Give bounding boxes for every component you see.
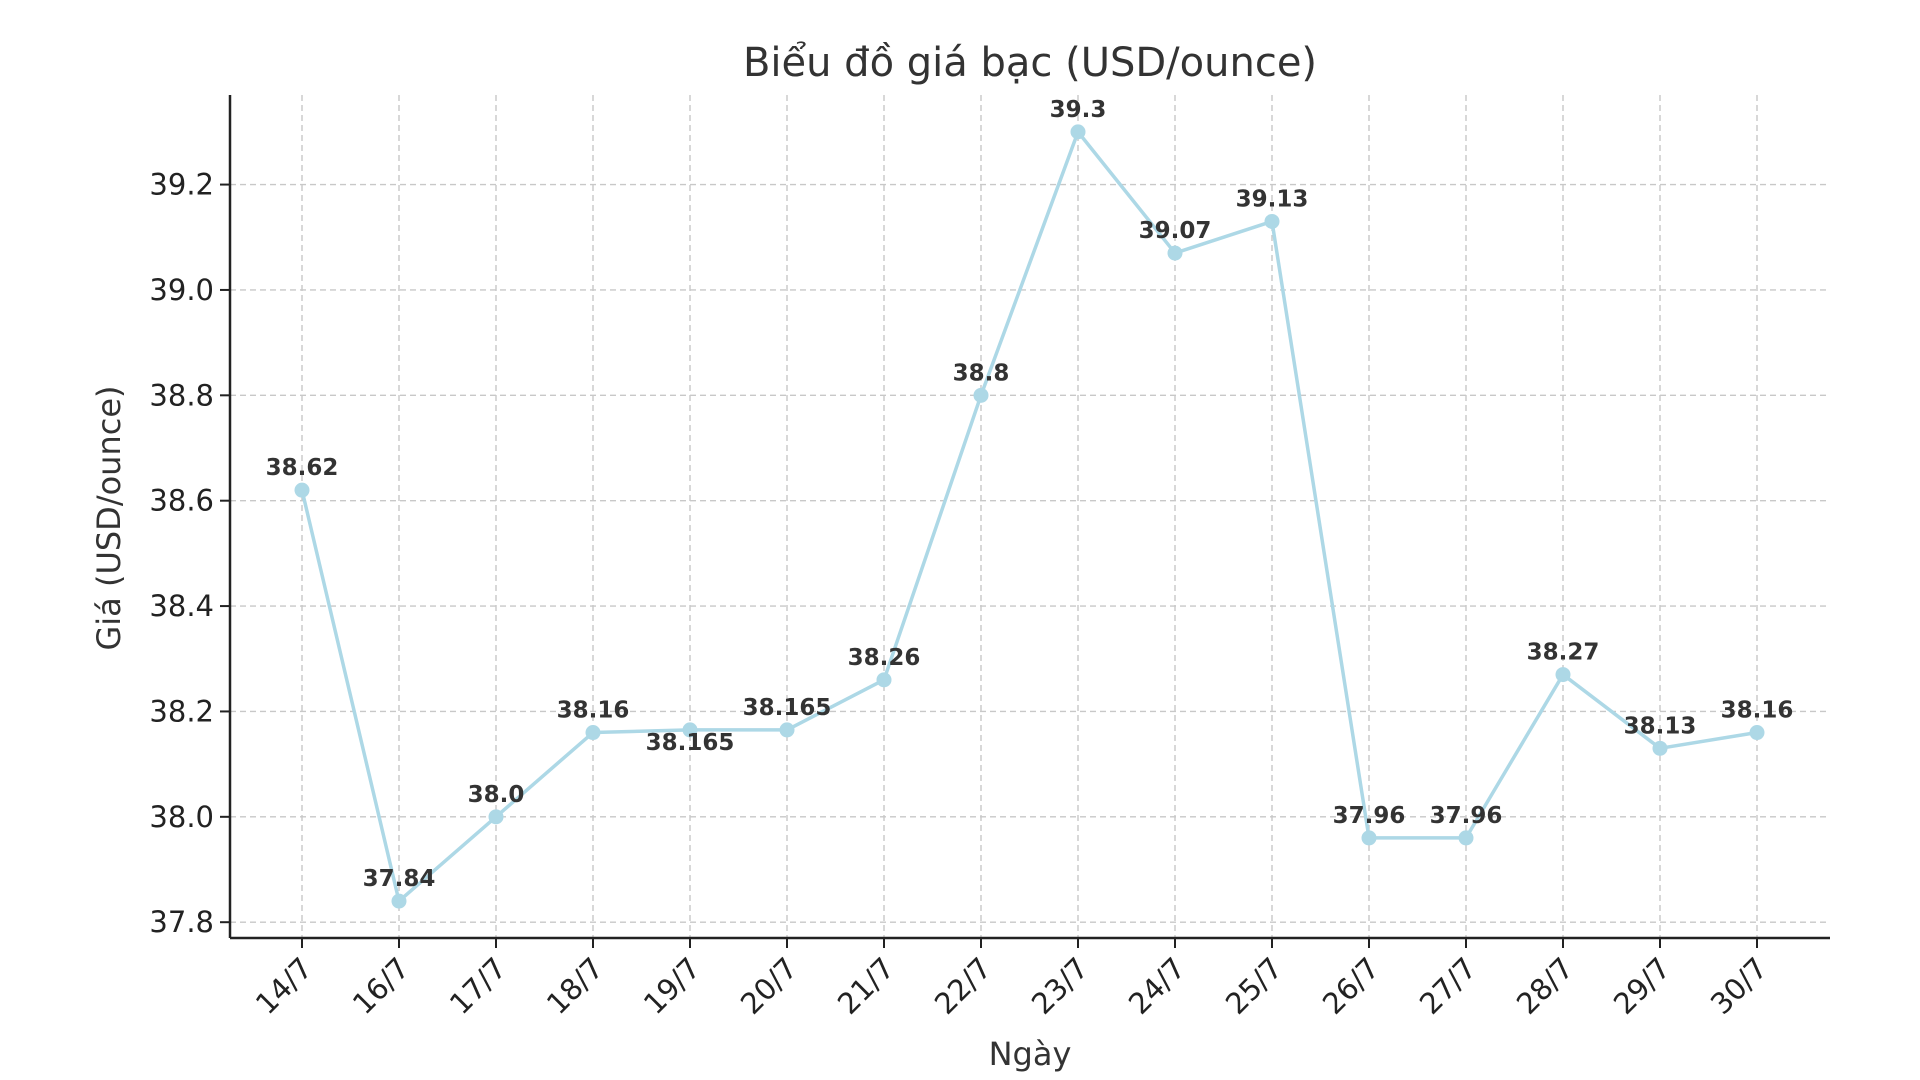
data-point xyxy=(1652,740,1668,756)
series-line xyxy=(300,130,1758,903)
data-point xyxy=(1361,830,1377,846)
series xyxy=(294,124,1765,909)
data-point xyxy=(973,387,989,403)
x-tick-label: 14/7 xyxy=(249,951,319,1021)
x-tick-label: 17/7 xyxy=(443,951,513,1021)
x-tick-label: 24/7 xyxy=(1122,951,1192,1021)
data-label: 38.62 xyxy=(266,455,339,481)
data-point xyxy=(779,722,795,738)
data-point xyxy=(294,482,310,498)
data-point xyxy=(585,725,601,741)
data-point xyxy=(1555,667,1571,683)
data-point xyxy=(1458,830,1474,846)
y-tick-label: 38.8 xyxy=(149,378,214,412)
data-labels: 38.62 37.84 38.0 38.16 38.165 38.165 38.26 38.8… xyxy=(266,97,1794,892)
x-tick-label: 27/7 xyxy=(1413,951,1483,1021)
x-tick-label: 23/7 xyxy=(1025,951,1095,1021)
data-label: 38.26 xyxy=(848,645,921,671)
x-tick-label: 30/7 xyxy=(1704,951,1774,1021)
x-tick-label: 19/7 xyxy=(637,951,707,1021)
data-label: 38.16 xyxy=(1721,698,1794,724)
data-label: 38.13 xyxy=(1624,713,1697,739)
data-point xyxy=(1070,124,1086,140)
data-point xyxy=(1264,213,1280,229)
data-label: 39.07 xyxy=(1139,218,1212,244)
y-tick-label: 38.0 xyxy=(149,800,214,834)
data-label: 38.27 xyxy=(1527,640,1600,666)
data-label: 39.3 xyxy=(1050,97,1107,123)
y-tick-label: 39.0 xyxy=(149,273,214,307)
data-point xyxy=(488,809,504,825)
data-point xyxy=(1749,725,1765,741)
data-point xyxy=(391,893,407,909)
x-tick-label: 26/7 xyxy=(1316,951,1386,1021)
x-tick-label: 20/7 xyxy=(734,951,804,1021)
data-label: 38.0 xyxy=(468,782,525,808)
y-tick-label: 39.2 xyxy=(149,168,214,202)
x-tick-label: 29/7 xyxy=(1607,951,1677,1021)
data-label: 37.96 xyxy=(1333,803,1406,829)
y-tick-label: 38.6 xyxy=(149,484,214,518)
data-label: 38.165 xyxy=(646,730,735,756)
grid xyxy=(230,95,1830,938)
data-point xyxy=(876,672,892,688)
x-tick-label: 16/7 xyxy=(346,951,416,1021)
data-label: 37.96 xyxy=(1430,803,1503,829)
y-tick-label: 38.2 xyxy=(149,694,214,728)
y-tick-label: 37.8 xyxy=(149,905,214,939)
x-tick-label: 22/7 xyxy=(928,951,998,1021)
x-tick-label: 25/7 xyxy=(1219,951,1289,1021)
data-label: 38.8 xyxy=(953,360,1010,386)
y-tick-label: 38.4 xyxy=(149,589,214,623)
data-label: 38.165 xyxy=(743,695,832,721)
data-point xyxy=(682,722,698,738)
data-label: 39.13 xyxy=(1236,186,1309,212)
x-tick-label: 28/7 xyxy=(1510,951,1580,1021)
x-tick-label: 18/7 xyxy=(540,951,610,1021)
data-label: 37.84 xyxy=(363,866,436,892)
y-axis-label: Giá (USD/ounce) xyxy=(90,385,128,650)
chart-title: Biểu đồ giá bạc (USD/ounce) xyxy=(743,40,1317,86)
data-point xyxy=(1167,245,1183,261)
x-axis-label: Ngày xyxy=(989,1035,1072,1073)
data-label: 38.16 xyxy=(557,698,630,724)
x-tick-label: 21/7 xyxy=(831,951,901,1021)
